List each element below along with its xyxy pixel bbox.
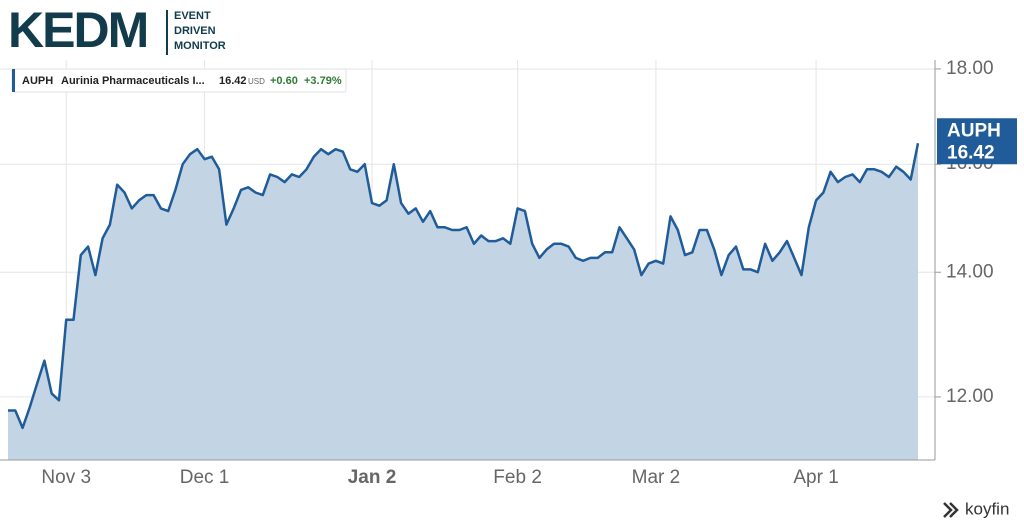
- legend-name: Aurinia Pharmaceuticals I...: [61, 75, 205, 87]
- legend-change: +0.60: [270, 75, 298, 87]
- logo-line: MONITOR: [174, 40, 226, 52]
- x-tick-label: Mar 2: [632, 467, 681, 488]
- watermark-icon: [943, 502, 959, 518]
- logo-line: EVENT: [174, 10, 211, 22]
- x-tick-label: Dec 1: [180, 467, 230, 488]
- y-tick-label: 14.00: [946, 261, 994, 282]
- area: [8, 143, 918, 461]
- y-tick-label: 12.00: [946, 386, 994, 407]
- price-badge: [937, 118, 1017, 165]
- legend-currency: USD: [248, 77, 265, 86]
- price-badge-ticker: AUPH: [947, 120, 1001, 141]
- x-tick-label: Jan 2: [348, 467, 397, 488]
- x-tick-label: Feb 2: [493, 467, 542, 488]
- legend-price: 16.42: [219, 75, 247, 87]
- logo-line: DRIVEN: [174, 25, 216, 37]
- price-badge-value: 16.42: [947, 142, 995, 163]
- line: [8, 143, 920, 430]
- x-tick-label: Nov 3: [41, 467, 91, 488]
- legend-change-pct: +3.79%: [304, 75, 342, 87]
- legend-swatch: [12, 69, 15, 92]
- watermark: koyfin: [965, 499, 1009, 518]
- logo-main: KEDM: [8, 2, 147, 58]
- legend-ticker: AUPH: [22, 75, 53, 87]
- y-tick-label: 18.00: [946, 58, 994, 79]
- x-tick-label: Apr 1: [793, 467, 838, 488]
